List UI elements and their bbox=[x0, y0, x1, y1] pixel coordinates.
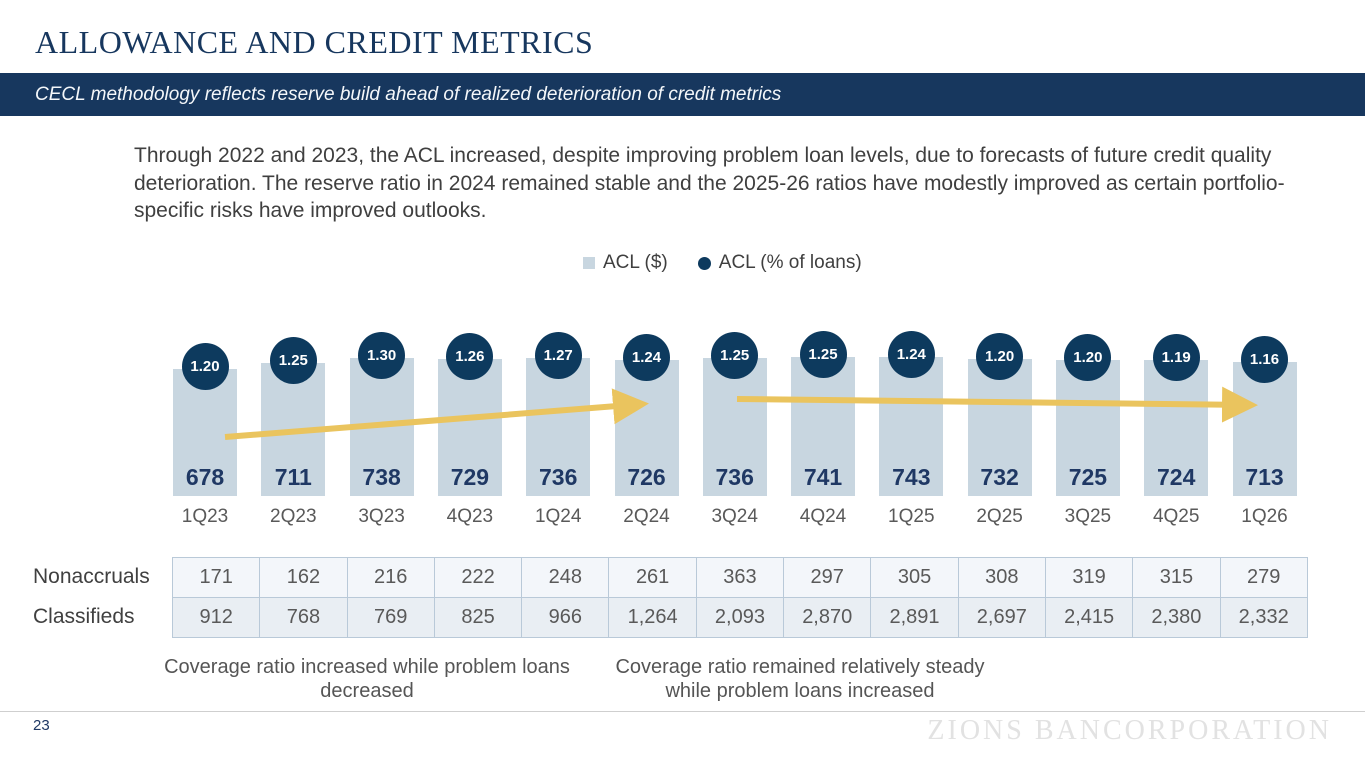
table-cell: 297 bbox=[784, 558, 872, 598]
table-cell: 2,415 bbox=[1045, 598, 1134, 638]
acl-bar-value: 711 bbox=[274, 464, 312, 490]
table-row-label-classifieds: Classifieds bbox=[33, 605, 135, 628]
x-axis-label: 4Q23 bbox=[446, 506, 494, 527]
callout-left: Coverage ratio increased while problem l… bbox=[164, 656, 570, 702]
subtitle-text: CECL methodology reflects reserve build … bbox=[35, 83, 782, 105]
footer-divider bbox=[0, 711, 1365, 712]
table-cell: 171 bbox=[173, 558, 261, 598]
credit-metrics-table: 171 162 216 222 248 261 363 297 305 308 319 315 279 9… bbox=[172, 557, 1308, 638]
subtitle-banner: CECL methodology reflects reserve build … bbox=[0, 73, 1365, 116]
table-cell: 279 bbox=[1220, 558, 1308, 598]
callout-right: Coverage ratio remained relatively stead… bbox=[615, 656, 985, 702]
acl-ratio-circle: 1.25 bbox=[269, 337, 317, 384]
table-cell: 2,891 bbox=[871, 598, 959, 638]
acl-ratio-circle: 1.20 bbox=[976, 333, 1024, 380]
acl-bar-value: 678 bbox=[185, 464, 225, 490]
table-cell: 305 bbox=[871, 558, 959, 598]
acl-bar: 724 bbox=[1144, 360, 1209, 496]
table-cell: 363 bbox=[696, 558, 785, 598]
acl-bar-value: 741 bbox=[803, 464, 843, 490]
acl-bar-value: 736 bbox=[539, 464, 578, 490]
table-cell: 162 bbox=[260, 558, 348, 598]
legend-label: ACL ($) bbox=[603, 252, 668, 273]
legend-label: ACL (% of loans) bbox=[718, 252, 862, 273]
x-axis-label: 1Q26 bbox=[1241, 506, 1288, 527]
legend-item-acl-dollars: ACL ($) bbox=[583, 252, 668, 274]
table-cell: 912 bbox=[173, 598, 261, 638]
legend-item-acl-percent: ACL (% of loans) bbox=[697, 252, 862, 274]
acl-ratio-circle: 1.30 bbox=[358, 332, 406, 379]
table-cell: 222 bbox=[434, 558, 523, 598]
acl-bar-value: 724 bbox=[1157, 464, 1196, 490]
table-cell: 248 bbox=[522, 558, 610, 598]
acl-bar: 732 bbox=[967, 359, 1032, 496]
acl-ratio-circle: 1.25 bbox=[711, 332, 759, 379]
table-cell: 2,093 bbox=[696, 598, 785, 638]
acl-ratio-circle: 1.16 bbox=[1241, 336, 1288, 383]
table-cell: 2,697 bbox=[958, 598, 1046, 638]
x-axis-label: 1Q24 bbox=[534, 506, 582, 527]
acl-ratio-circle: 1.26 bbox=[446, 333, 494, 380]
table-cell: 768 bbox=[260, 598, 348, 638]
table-cell: 769 bbox=[347, 598, 435, 638]
acl-bar-value: 743 bbox=[892, 464, 931, 490]
table-cell: 2,870 bbox=[784, 598, 872, 638]
acl-ratio-circle: 1.20 bbox=[1064, 334, 1112, 381]
acl-ratio-circle: 1.24 bbox=[887, 331, 935, 378]
acl-bar: 743 bbox=[879, 357, 944, 496]
x-axis-label: 2Q25 bbox=[976, 506, 1023, 527]
acl-bar: 725 bbox=[1055, 360, 1120, 496]
table-cell: 261 bbox=[609, 558, 697, 598]
table-cell: 319 bbox=[1045, 558, 1134, 598]
table-cell: 825 bbox=[434, 598, 523, 638]
acl-ratio-circle: 1.19 bbox=[1152, 334, 1200, 381]
x-axis-label: 4Q24 bbox=[799, 506, 847, 527]
acl-ratio-circle: 1.20 bbox=[181, 343, 229, 390]
x-axis-label: 1Q23 bbox=[181, 506, 229, 527]
x-axis-label: 4Q25 bbox=[1152, 506, 1200, 527]
acl-bar-value: 738 bbox=[362, 464, 401, 490]
table-cell: 966 bbox=[522, 598, 610, 638]
acl-bar-value: 713 bbox=[1245, 464, 1284, 490]
x-axis-label: 2Q24 bbox=[623, 506, 670, 527]
bar-swatch-icon bbox=[583, 257, 595, 269]
x-axis-label: 3Q25 bbox=[1064, 506, 1112, 527]
table-cell: 2,332 bbox=[1220, 598, 1308, 638]
x-axis-label: 1Q25 bbox=[888, 506, 935, 527]
x-axis-label: 3Q23 bbox=[358, 506, 405, 527]
chart-legend: ACL ($) ACL (% of loans) bbox=[583, 252, 862, 274]
acl-bar-value: 732 bbox=[980, 464, 1019, 490]
acl-bar-value: 725 bbox=[1068, 464, 1108, 490]
table-cell: 2,380 bbox=[1133, 598, 1221, 638]
company-watermark: ZIONS BANCORPORATION bbox=[927, 715, 1332, 746]
acl-bar: 713 bbox=[1232, 362, 1297, 496]
acl-ratio-circle: 1.25 bbox=[799, 331, 847, 378]
table-cell: 1,264 bbox=[609, 598, 697, 638]
acl-ratio-circle: 1.24 bbox=[623, 334, 670, 381]
acl-bar-value: 736 bbox=[715, 464, 754, 490]
acl-ratio-circle: 1.27 bbox=[534, 332, 582, 379]
acl-bar-value: 726 bbox=[627, 464, 666, 490]
x-axis-label: 3Q24 bbox=[711, 506, 758, 527]
page-title: ALLOWANCE AND CREDIT METRICS bbox=[35, 24, 594, 60]
circle-swatch-icon bbox=[697, 256, 711, 270]
table-cell: 315 bbox=[1133, 558, 1221, 598]
page-number: 23 bbox=[33, 717, 50, 734]
acl-bar: 736 bbox=[702, 358, 767, 496]
x-axis-label: 2Q23 bbox=[270, 506, 317, 527]
table-cell: 216 bbox=[347, 558, 435, 598]
table-row-label-nonaccruals: Nonaccruals bbox=[33, 565, 150, 588]
acl-bar-value: 729 bbox=[450, 464, 490, 490]
table-cell: 308 bbox=[958, 558, 1046, 598]
body-paragraph: Through 2022 and 2023, the ACL increased… bbox=[134, 144, 1285, 222]
acl-bar: 741 bbox=[791, 357, 855, 496]
